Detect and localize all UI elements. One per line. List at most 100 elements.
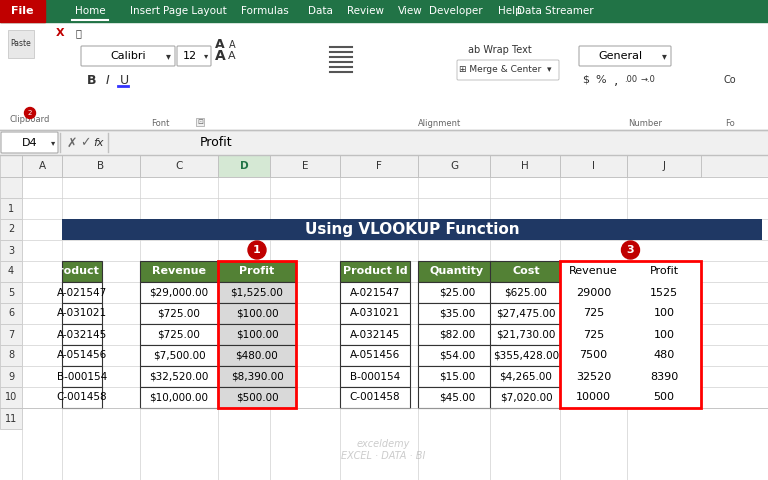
Text: $21,730.00: $21,730.00 bbox=[496, 329, 556, 339]
Text: G: G bbox=[450, 161, 458, 171]
Bar bbox=[0, 324, 22, 345]
Text: 8390: 8390 bbox=[650, 372, 678, 382]
Text: →.0: →.0 bbox=[641, 75, 655, 84]
Bar bbox=[560, 282, 627, 303]
Text: 500: 500 bbox=[654, 393, 674, 403]
Bar bbox=[62, 303, 102, 324]
Text: 480: 480 bbox=[654, 350, 674, 360]
Bar bbox=[490, 324, 562, 345]
Text: $15.00: $15.00 bbox=[439, 372, 475, 382]
Text: A-021547: A-021547 bbox=[350, 288, 400, 298]
Text: Cost: Cost bbox=[512, 266, 540, 276]
Text: I: I bbox=[592, 161, 595, 171]
Text: $: $ bbox=[582, 75, 590, 85]
Bar bbox=[62, 345, 102, 366]
Text: F: F bbox=[376, 161, 382, 171]
Bar bbox=[0, 261, 22, 282]
Text: 6: 6 bbox=[8, 309, 14, 319]
Text: Insert: Insert bbox=[130, 6, 160, 16]
Bar bbox=[560, 324, 627, 345]
Text: Product Id: Product Id bbox=[50, 266, 114, 276]
Bar bbox=[0, 282, 22, 303]
Text: Revenue: Revenue bbox=[152, 266, 206, 276]
Text: B: B bbox=[88, 73, 97, 86]
Bar bbox=[140, 303, 218, 324]
Bar bbox=[418, 282, 496, 303]
Text: $35.00: $35.00 bbox=[439, 309, 475, 319]
Bar bbox=[218, 366, 296, 387]
Text: 10000: 10000 bbox=[576, 393, 611, 403]
Text: A-031021: A-031021 bbox=[57, 309, 107, 319]
Text: ✓: ✓ bbox=[80, 136, 91, 149]
Text: Revenue: Revenue bbox=[569, 266, 618, 276]
Bar bbox=[218, 155, 270, 177]
Bar bbox=[140, 282, 218, 303]
Text: Profit: Profit bbox=[200, 136, 233, 149]
Text: 5: 5 bbox=[8, 288, 14, 298]
Text: Using VLOOKUP Function: Using VLOOKUP Function bbox=[305, 222, 519, 237]
Text: $29,000.00: $29,000.00 bbox=[150, 288, 209, 298]
Bar bbox=[418, 155, 490, 177]
Text: $100.00: $100.00 bbox=[236, 309, 278, 319]
Text: $500.00: $500.00 bbox=[236, 393, 278, 403]
Bar bbox=[62, 282, 102, 303]
Text: H: H bbox=[521, 161, 529, 171]
Bar bbox=[0, 408, 22, 429]
Bar bbox=[560, 261, 627, 282]
Bar bbox=[0, 219, 22, 240]
Text: Alignment: Alignment bbox=[419, 119, 462, 128]
Bar bbox=[218, 387, 296, 408]
Text: 7500: 7500 bbox=[579, 350, 607, 360]
Text: D4: D4 bbox=[22, 138, 38, 148]
Bar bbox=[8, 30, 34, 58]
Text: A-051456: A-051456 bbox=[350, 350, 400, 360]
Text: 3: 3 bbox=[8, 245, 14, 255]
Bar bbox=[490, 366, 562, 387]
Text: 4: 4 bbox=[8, 266, 14, 276]
Bar bbox=[340, 324, 410, 345]
Text: $725.00: $725.00 bbox=[157, 309, 200, 319]
Text: 8: 8 bbox=[8, 350, 14, 360]
Bar bbox=[140, 155, 218, 177]
Text: I: I bbox=[106, 73, 110, 86]
Text: 32520: 32520 bbox=[576, 372, 611, 382]
Bar bbox=[627, 387, 701, 408]
Text: View: View bbox=[398, 6, 422, 16]
Text: 1525: 1525 bbox=[650, 288, 678, 298]
Bar bbox=[218, 261, 296, 408]
Text: Clipboard: Clipboard bbox=[10, 116, 50, 124]
Circle shape bbox=[621, 241, 640, 259]
Text: ⊞ Merge & Center  ▾: ⊞ Merge & Center ▾ bbox=[458, 65, 551, 74]
Bar bbox=[560, 387, 627, 408]
Bar bbox=[490, 282, 562, 303]
Text: ▾: ▾ bbox=[51, 139, 55, 147]
Bar bbox=[627, 282, 701, 303]
Text: Quantity: Quantity bbox=[430, 266, 484, 276]
Bar bbox=[62, 387, 102, 408]
Text: C: C bbox=[175, 161, 183, 171]
Circle shape bbox=[248, 241, 266, 259]
Text: 100: 100 bbox=[654, 329, 674, 339]
Bar bbox=[140, 345, 218, 366]
Text: A-032145: A-032145 bbox=[350, 329, 400, 339]
Text: A: A bbox=[215, 38, 225, 51]
Bar bbox=[627, 366, 701, 387]
Text: ✗: ✗ bbox=[67, 136, 78, 149]
Text: ⬜: ⬜ bbox=[75, 28, 81, 38]
Bar bbox=[418, 261, 496, 282]
Bar bbox=[218, 282, 296, 303]
Bar bbox=[560, 345, 627, 366]
Text: Co: Co bbox=[723, 75, 737, 85]
Text: 100: 100 bbox=[654, 309, 674, 319]
Bar bbox=[218, 345, 296, 366]
Text: 1: 1 bbox=[253, 245, 261, 255]
Bar bbox=[0, 155, 22, 177]
Bar bbox=[627, 345, 701, 366]
Text: A-032145: A-032145 bbox=[57, 329, 107, 339]
Text: $10,000.00: $10,000.00 bbox=[150, 393, 208, 403]
Bar bbox=[560, 261, 701, 408]
Text: .00: .00 bbox=[624, 75, 637, 84]
Text: Number: Number bbox=[628, 119, 662, 128]
Bar bbox=[140, 387, 218, 408]
Text: $1,525.00: $1,525.00 bbox=[230, 288, 283, 298]
